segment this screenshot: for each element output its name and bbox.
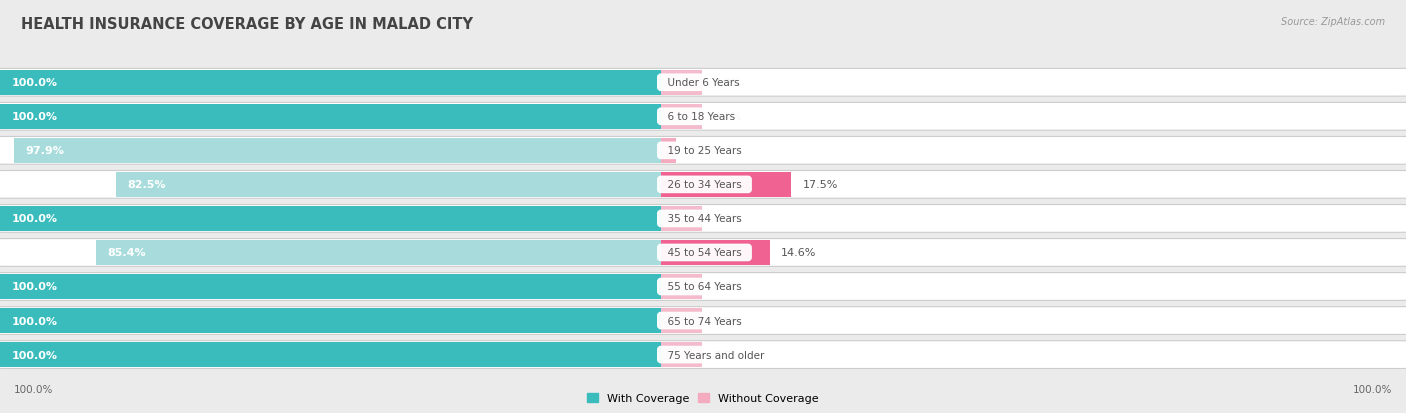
Text: 0.0%: 0.0% [713,316,741,326]
Text: 6 to 18 Years: 6 to 18 Years [661,112,741,122]
Text: 100.0%: 100.0% [11,112,58,122]
Bar [115,173,661,197]
Text: HEALTH INSURANCE COVERAGE BY AGE IN MALAD CITY: HEALTH INSURANCE COVERAGE BY AGE IN MALA… [21,17,472,31]
Text: 75 Years and older: 75 Years and older [661,350,770,360]
Bar [661,71,702,95]
Text: 100.0%: 100.0% [11,78,58,88]
FancyBboxPatch shape [0,171,1406,199]
Bar [0,309,661,333]
FancyBboxPatch shape [0,103,1406,131]
Bar [661,105,702,129]
Bar [0,206,661,231]
Bar [661,173,792,197]
FancyBboxPatch shape [0,307,1406,335]
FancyBboxPatch shape [0,137,1406,165]
Text: Source: ZipAtlas.com: Source: ZipAtlas.com [1281,17,1385,26]
FancyBboxPatch shape [0,341,1406,368]
Text: 2.1%: 2.1% [688,146,716,156]
Text: 55 to 64 Years: 55 to 64 Years [661,282,748,292]
Text: 26 to 34 Years: 26 to 34 Years [661,180,748,190]
Text: 100.0%: 100.0% [11,316,58,326]
Text: 65 to 74 Years: 65 to 74 Years [661,316,748,326]
Bar [0,275,661,299]
Text: 0.0%: 0.0% [713,214,741,224]
Bar [661,275,702,299]
Bar [661,139,676,163]
Bar [0,342,661,367]
Text: 100.0%: 100.0% [11,214,58,224]
Text: 100.0%: 100.0% [1353,384,1392,394]
Text: 0.0%: 0.0% [713,112,741,122]
FancyBboxPatch shape [0,205,1406,233]
Text: 14.6%: 14.6% [780,248,817,258]
FancyBboxPatch shape [0,273,1406,301]
Bar [97,241,661,265]
Text: 45 to 54 Years: 45 to 54 Years [661,248,748,258]
Text: Under 6 Years: Under 6 Years [661,78,747,88]
FancyBboxPatch shape [0,69,1406,97]
Bar [0,71,661,95]
Text: 85.4%: 85.4% [108,248,146,258]
Text: 82.5%: 82.5% [127,180,166,190]
Text: 0.0%: 0.0% [713,350,741,360]
Text: 19 to 25 Years: 19 to 25 Years [661,146,748,156]
Text: 0.0%: 0.0% [713,78,741,88]
Bar [661,309,702,333]
Text: 17.5%: 17.5% [803,180,838,190]
FancyBboxPatch shape [0,239,1406,267]
Bar [661,241,769,265]
Text: 97.9%: 97.9% [25,146,65,156]
Bar [0,105,661,129]
Text: 100.0%: 100.0% [11,350,58,360]
Bar [661,206,702,231]
Legend: With Coverage, Without Coverage: With Coverage, Without Coverage [582,388,824,408]
Text: 100.0%: 100.0% [11,282,58,292]
Bar [14,139,661,163]
Text: 0.0%: 0.0% [713,282,741,292]
Text: 35 to 44 Years: 35 to 44 Years [661,214,748,224]
Text: 100.0%: 100.0% [14,384,53,394]
Bar [661,342,702,367]
